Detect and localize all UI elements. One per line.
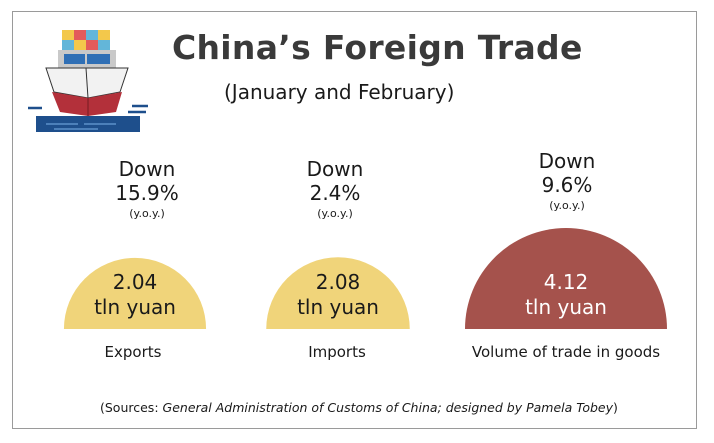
exports-semicircle xyxy=(63,257,207,329)
exports-category-label: Exports xyxy=(104,343,162,361)
exports-unit: tln yuan xyxy=(94,295,176,319)
volume-category-label: Volume of trade in goods xyxy=(471,343,661,361)
volume-stat: Down 9.6% (y.o.y.) xyxy=(482,149,652,214)
volume-change: 9.6% xyxy=(541,173,593,197)
volume-value: 4.12 xyxy=(543,270,589,294)
exports-value-label: 2.04 tln yuan xyxy=(65,270,205,320)
imports-value-label: 2.08 tln yuan xyxy=(268,270,408,320)
imports-value: 2.08 xyxy=(315,270,361,294)
imports-unit: tln yuan xyxy=(297,295,379,319)
imports-direction: Down xyxy=(306,157,364,181)
exports-direction: Down xyxy=(118,157,176,181)
volume-direction: Down xyxy=(538,149,596,173)
imports-category-label: Imports xyxy=(308,343,366,361)
imports-change: 2.4% xyxy=(309,181,361,205)
imports-stat: Down 2.4% (y.o.y.) xyxy=(250,157,420,222)
cargo-ship-icon xyxy=(28,30,148,132)
volume-unit: tln yuan xyxy=(525,295,607,319)
source-body: General Administration of Customs of Chi… xyxy=(162,400,614,415)
page-title: China’s Foreign Trade xyxy=(172,28,583,67)
volume-semicircle xyxy=(465,228,667,329)
exports-stat: Down 15.9% (y.o.y.) xyxy=(62,157,232,222)
volume-value-label: 4.12 tln yuan xyxy=(496,270,636,320)
infographic-frame xyxy=(12,11,697,429)
volume-basis: (y.o.y.) xyxy=(549,199,585,212)
page-subtitle: (January and February) xyxy=(224,80,455,104)
source-suffix: ) xyxy=(613,400,618,415)
exports-basis: (y.o.y.) xyxy=(129,207,165,220)
source-note: (Sources: General Administration of Cust… xyxy=(100,400,690,415)
exports-value: 2.04 xyxy=(112,270,158,294)
source-prefix: (Sources: xyxy=(100,400,163,415)
exports-change: 15.9% xyxy=(115,181,179,205)
imports-semicircle xyxy=(266,257,410,329)
imports-basis: (y.o.y.) xyxy=(317,207,353,220)
